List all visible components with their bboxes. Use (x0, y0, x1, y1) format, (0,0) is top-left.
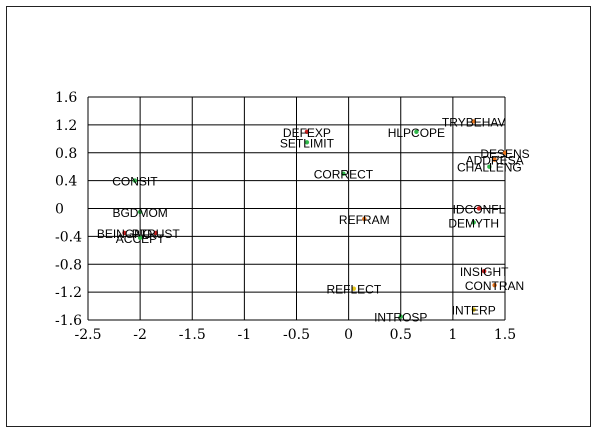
data-point: CHALLENG (457, 161, 522, 175)
point-label: CHALLENG (457, 161, 522, 175)
chart-frame (6, 6, 591, 427)
data-point: CONTRAN (465, 279, 524, 293)
point-label: ADDRESA (466, 154, 524, 168)
point-marker (492, 157, 497, 162)
data-point: CORRECT (314, 168, 374, 182)
point-marker (132, 178, 138, 183)
point-label: INTROSP (374, 311, 427, 325)
point-label: DESENS (480, 147, 529, 161)
data-point: INSIGHT (460, 265, 509, 279)
data-point: INTROSP (374, 311, 427, 325)
data-point: INTERP (452, 304, 496, 318)
data-point: DEMYTH (448, 216, 499, 230)
point-marker (341, 171, 346, 176)
y-tick-label: 1.2 (55, 118, 77, 134)
tick-labels: -2.5 -2 -1.5 -1 -0.5 0 0.5 1 1.5 1.6 1.2 0.8 0.4 0 -0.… (55, 90, 516, 343)
point-label: CONSIT (112, 175, 158, 189)
x-tick-label: -0.5 (283, 327, 310, 343)
x-tick-label: -1 (238, 327, 252, 343)
y-tick-label: 0.4 (55, 174, 77, 190)
point-label: IDCONFL (453, 203, 506, 217)
data-point: DEFEXP (283, 126, 331, 140)
point-marker (398, 314, 403, 319)
data-point: ADDRESA (466, 154, 524, 168)
point-marker (304, 140, 310, 145)
point-label: ACCEPT (116, 232, 165, 246)
point-marker (471, 220, 476, 225)
point-label: REFLECT (326, 283, 381, 297)
point-label: INSIGHT (460, 265, 509, 279)
point-label: HLPCOPE (388, 126, 445, 140)
data-point: IDCONFL (453, 203, 506, 217)
point-marker (153, 230, 158, 236)
data-point: BGDMOM (112, 206, 167, 220)
y-tick-label: 0 (55, 202, 64, 218)
point-label: CONTRAN (465, 279, 524, 293)
point-marker (351, 286, 357, 291)
y-tick-label: -0.4 (55, 229, 82, 245)
point-marker (304, 129, 310, 135)
data-point: CONSIT (112, 175, 158, 189)
data-point: HLPCOPE (388, 126, 445, 140)
point-marker (362, 216, 367, 222)
data-point: REFRAM (339, 213, 390, 227)
point-marker (492, 282, 497, 288)
point-marker (502, 150, 508, 155)
y-tick-label: -1.2 (55, 285, 82, 301)
data-point: PTRUST (132, 227, 181, 241)
point-label: INTERP (452, 304, 496, 318)
data-point: DESENS (480, 147, 529, 161)
point-label: TRYBEHAV (442, 115, 506, 129)
point-marker (414, 129, 419, 135)
point-label: PTRUST (132, 227, 181, 241)
x-tick-label: 0.5 (390, 327, 412, 343)
grid-layer (87, 96, 506, 321)
point-label: CORRECT (314, 168, 374, 182)
y-tick-label: 0.8 (55, 146, 77, 162)
x-tick-label: 0 (344, 327, 353, 343)
x-tick-label: 1.5 (494, 327, 516, 343)
point-label: DEFEXP (283, 126, 331, 140)
x-tick-label: -2.5 (75, 327, 102, 343)
point-marker (137, 209, 143, 215)
point-label: BGDMOM (112, 206, 167, 220)
point-label: REFRAM (339, 213, 390, 227)
x-tick-label: 1 (448, 327, 457, 343)
point-label: DEMYTH (448, 216, 499, 230)
data-point: TRYBEHAV (442, 115, 506, 129)
point-marker (471, 307, 476, 312)
point-marker (487, 164, 492, 169)
x-tick-label: -2 (133, 327, 147, 343)
point-marker (137, 235, 143, 240)
data-point: SETLIMIT (280, 136, 335, 150)
point-label: SETLIMIT (280, 136, 335, 150)
y-tick-label: 1.6 (55, 90, 77, 106)
data-point: REFLECT (326, 283, 381, 297)
y-tick-label: -0.8 (55, 257, 82, 273)
point-marker (481, 269, 487, 274)
y-tick-label: -1.6 (55, 313, 82, 329)
point-marker (476, 206, 482, 211)
point-marker (122, 230, 127, 236)
x-tick-label: -1.5 (179, 327, 206, 343)
data-point: ACCEPT (116, 232, 165, 246)
point-marker (471, 119, 476, 124)
